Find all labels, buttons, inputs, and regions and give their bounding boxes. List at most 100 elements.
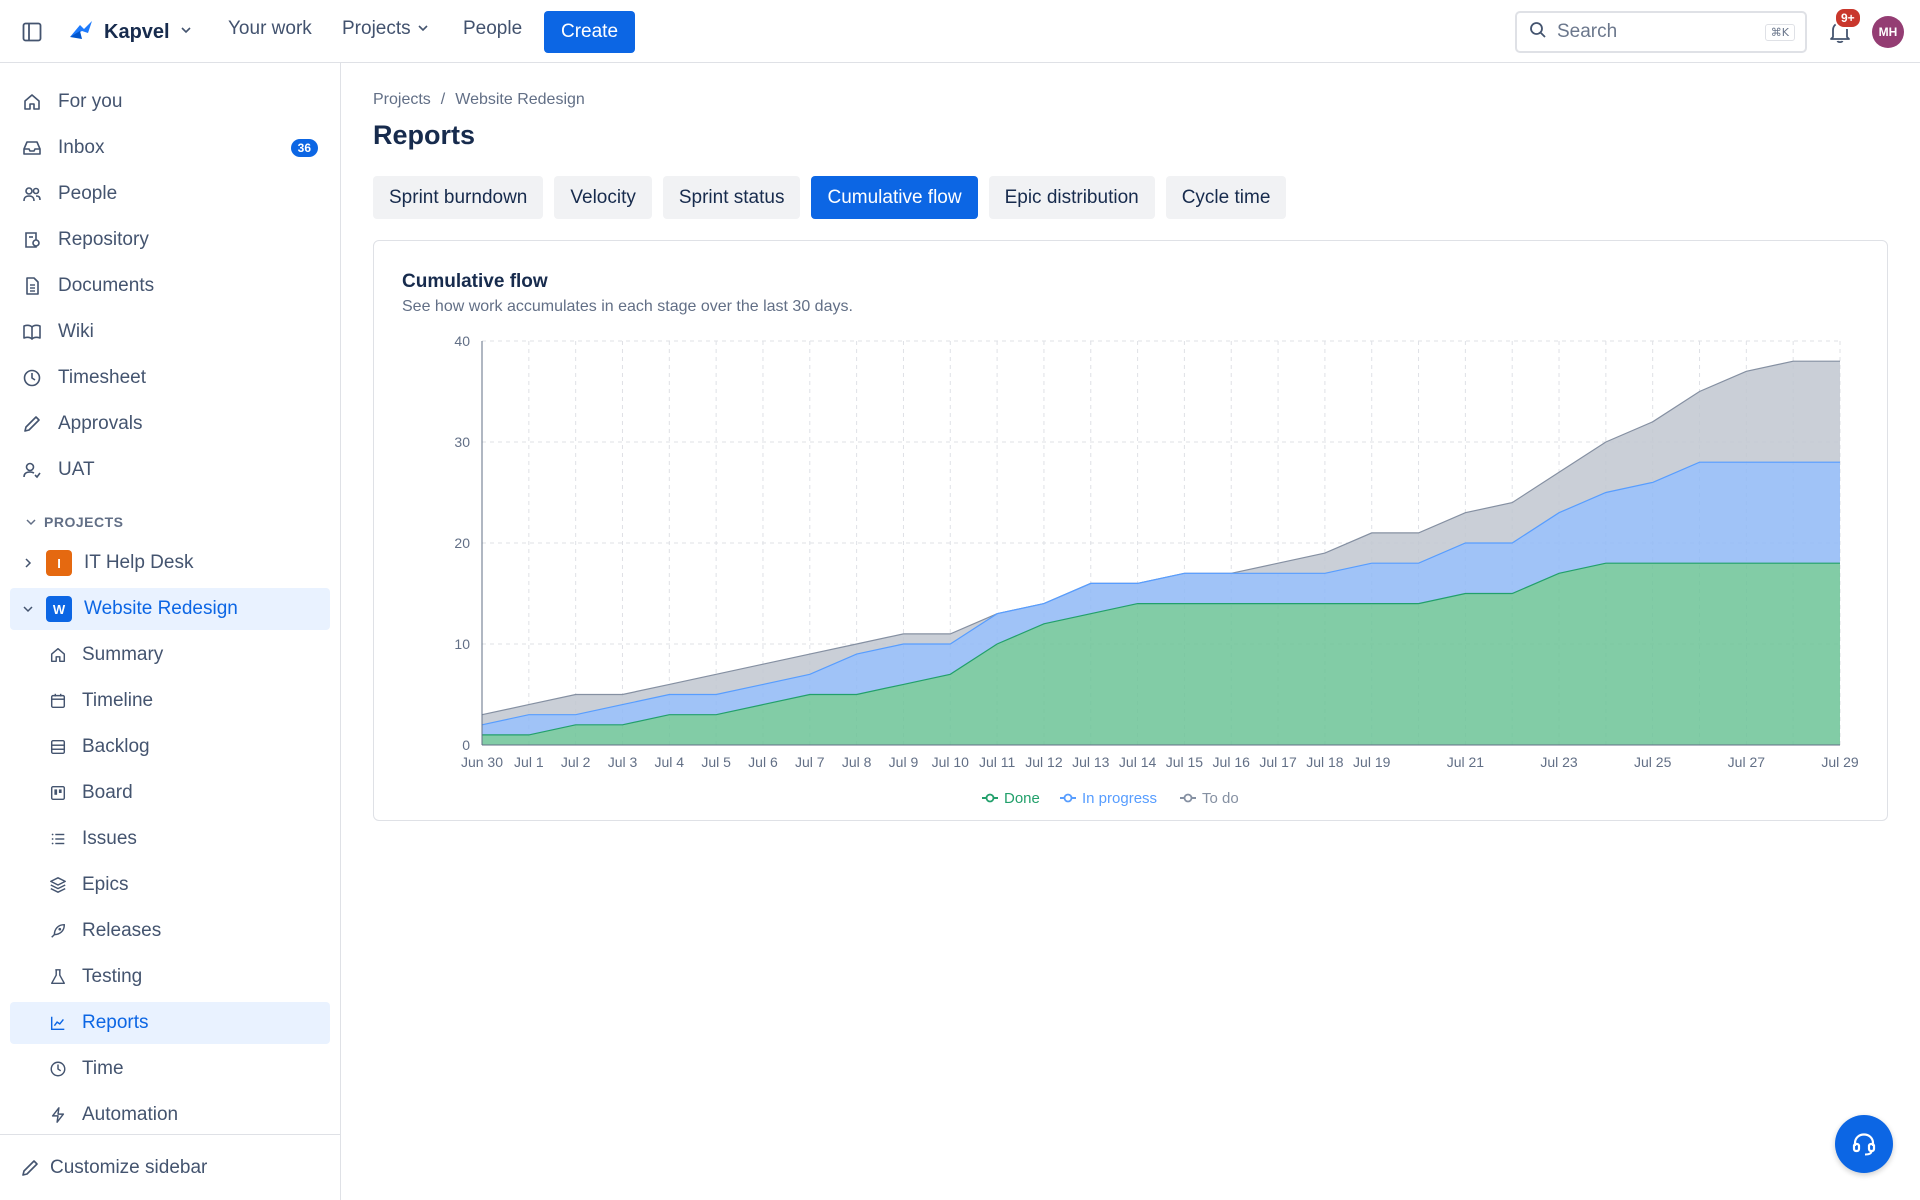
sidebar-item-uat[interactable]: UAT (10, 449, 330, 491)
x-tick-label: Jul 4 (655, 754, 685, 770)
top-navigation-bar: Kapvel Your work Projects People Create … (0, 0, 1920, 63)
sidebar-item-reports[interactable]: Reports (10, 1002, 330, 1044)
repository-icon (20, 228, 44, 252)
sidebar-item-epics[interactable]: Epics (10, 864, 330, 906)
sidebar-item-wiki[interactable]: Wiki (10, 311, 330, 353)
x-tick-label: Jul 15 (1166, 754, 1204, 770)
cumulative-flow-chart: 0 10 20 30 40 Jun 30 Jul 1 Jul 2 Jul 3 Jul 4 Jul 5… (454, 333, 1859, 807)
sidebar-item-documents[interactable]: Documents (10, 265, 330, 307)
sidebar-item-people[interactable]: People (10, 173, 330, 215)
app-switcher[interactable]: Kapvel (68, 15, 192, 49)
sidebar-item-timesheet[interactable]: Timesheet (10, 357, 330, 399)
layers-icon (46, 873, 70, 897)
sidebar-item-label: Inbox (58, 137, 105, 158)
inbox-icon (20, 136, 44, 160)
sidebar-item-for-you[interactable]: For you (10, 81, 330, 123)
sidebar-item-summary[interactable]: Summary (10, 634, 330, 676)
tab-epic-distribution[interactable]: Epic distribution (988, 176, 1155, 219)
project-avatar: W (46, 596, 72, 622)
clock-icon (46, 1057, 70, 1081)
sidebar-item-label: Repository (58, 229, 149, 250)
sidebar-item-label: Automation (82, 1104, 179, 1125)
breadcrumb-separator: / (440, 91, 446, 108)
legend-label-done: Done (1004, 790, 1040, 807)
sidebar-item-inbox[interactable]: Inbox 36 (10, 127, 330, 169)
tab-sprint-status[interactable]: Sprint status (662, 176, 801, 219)
sidebar-item-issues[interactable]: Issues (10, 818, 330, 860)
area-done (482, 563, 1840, 745)
chevron-down-icon[interactable] (18, 604, 38, 614)
sidebar-item-label: Backlog (82, 736, 150, 757)
y-tick-label: 40 (454, 333, 470, 349)
chevron-right-icon[interactable] (18, 557, 38, 569)
sidebar-item-automation[interactable]: Automation (10, 1094, 330, 1136)
sidebar-item-label: Time (82, 1058, 124, 1079)
tab-cycle-time[interactable]: Cycle time (1165, 176, 1287, 219)
x-tick-label: Jul 21 (1447, 754, 1485, 770)
legend-label-in-progress: In progress (1082, 790, 1157, 807)
sidebar-item-label: Timeline (82, 690, 154, 711)
tab-velocity[interactable]: Velocity (554, 176, 652, 219)
sidebar-item-label: For you (58, 91, 123, 112)
x-tick-label: Jul 27 (1728, 754, 1766, 770)
create-button[interactable]: Create (544, 11, 635, 53)
user-check-icon (20, 458, 44, 482)
report-tabs: Sprint burndown Velocity Sprint status C… (373, 176, 1287, 219)
lightning-icon (46, 1103, 70, 1127)
sidebar-item-label: People (58, 183, 118, 204)
legend-marker-to-do (1183, 793, 1193, 803)
series-line-in-progress (481, 461, 1840, 726)
sidebar-item-approvals[interactable]: Approvals (10, 403, 330, 445)
book-icon (20, 320, 44, 344)
tab-cumulative-flow[interactable]: Cumulative flow (811, 176, 978, 219)
rocket-icon (46, 919, 70, 943)
sidebar-item-testing[interactable]: Testing (10, 956, 330, 998)
x-tick-label: Jul 16 (1213, 754, 1251, 770)
sidebar-item-label: Timesheet (58, 367, 146, 388)
x-tick-label: Jul 19 (1353, 754, 1391, 770)
projects-section-header[interactable]: PROJECTS (26, 514, 123, 530)
help-button[interactable] (1835, 1115, 1893, 1173)
breadcrumb-website-redesign[interactable]: Website Redesign (455, 91, 585, 108)
x-tick-label: Jul 23 (1540, 754, 1578, 770)
x-tick-label: Jul 29 (1821, 754, 1859, 770)
area-to-do (482, 361, 1840, 725)
sidebar-item-label: Board (82, 782, 133, 803)
x-tick-label: Jun 30 (461, 754, 503, 770)
x-tick-label: Jul 18 (1306, 754, 1344, 770)
sidebar-item-label: Releases (82, 920, 162, 941)
sidebar-item-backlog[interactable]: Backlog (10, 726, 330, 768)
nav-people-label: People (463, 18, 523, 39)
user-avatar[interactable]: MH (1872, 16, 1904, 48)
sidebar-item-repository[interactable]: Repository (10, 219, 330, 261)
home-icon (20, 90, 44, 114)
series-line-done (482, 562, 1840, 736)
sidebar-item-releases[interactable]: Releases (10, 910, 330, 952)
page-title: Reports (373, 120, 476, 150)
sidebar-item-board[interactable]: Board (10, 772, 330, 814)
search-input[interactable]: Search ⌘K (1515, 11, 1807, 53)
sidebar-item-label: Testing (82, 966, 143, 987)
customize-sidebar-label: Customize sidebar (50, 1156, 208, 1178)
project-it-help-desk[interactable]: I IT Help Desk (10, 542, 330, 584)
sidebar-item-label: Issues (82, 828, 137, 849)
x-tick-label: Jul 25 (1634, 754, 1672, 770)
nav-people[interactable]: People (463, 18, 522, 40)
x-tick-label: Jul 8 (842, 754, 872, 770)
x-tick-label: Jul 9 (889, 754, 919, 770)
sidebar-item-time[interactable]: Time (10, 1048, 330, 1090)
project-website-redesign[interactable]: W Website Redesign (10, 588, 330, 630)
x-tick-label: Jul 10 (932, 754, 970, 770)
tab-sprint-burndown[interactable]: Sprint burndown (373, 176, 544, 219)
x-tick-label: Jul 17 (1259, 754, 1297, 770)
customize-sidebar-button[interactable]: Customize sidebar (0, 1134, 340, 1200)
chevron-down-icon (26, 514, 36, 530)
nav-projects-label: Projects (342, 18, 411, 39)
legend-label-to-do: To do (1202, 790, 1239, 807)
nav-projects[interactable]: Projects (342, 18, 429, 40)
card-subtitle: See how work accumulates in each stage o… (402, 298, 853, 315)
breadcrumb-projects[interactable]: Projects (373, 91, 431, 108)
nav-your-work[interactable]: Your work (228, 18, 312, 40)
sidebar-item-timeline[interactable]: Timeline (10, 680, 330, 722)
sidebar-toggle-icon[interactable] (18, 19, 46, 45)
